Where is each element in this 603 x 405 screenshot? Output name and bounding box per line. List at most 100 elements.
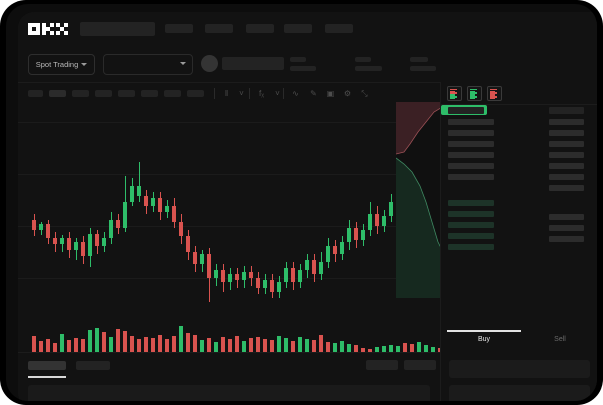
orderbook-view-bids-icon[interactable] [467, 86, 482, 101]
logo-block [46, 27, 50, 31]
orderbook-right-row-2[interactable] [549, 214, 584, 220]
candle-body [221, 270, 225, 282]
orderbook-view-both-icon[interactable] [447, 86, 462, 101]
pencil-icon[interactable]: ✎ [310, 89, 317, 98]
candle-body [200, 254, 204, 264]
orderbook-right-row[interactable] [549, 163, 584, 169]
volume-bar [424, 345, 428, 352]
orderbook-right-row-2[interactable] [549, 225, 584, 231]
volume-bar [333, 343, 337, 352]
stat-24h-change-value [355, 66, 382, 71]
orderbook-right-row[interactable] [549, 130, 584, 136]
candle-body [368, 214, 372, 230]
volume-bar [410, 344, 414, 352]
orderbook-ask-row[interactable] [448, 152, 494, 158]
price-chart[interactable] [18, 102, 440, 352]
orderbook-ask-row[interactable] [448, 174, 494, 180]
nav-item-3[interactable] [246, 24, 274, 33]
candle-body [39, 224, 43, 230]
orderbook-icon-bar [450, 92, 457, 94]
okx-logo[interactable] [28, 23, 70, 36]
order-field-2[interactable] [449, 385, 590, 401]
logo-block [42, 27, 46, 31]
orderbook-bid-row[interactable] [448, 233, 494, 239]
bottom-action-1[interactable] [366, 360, 398, 370]
orderbook-bid-row[interactable] [448, 222, 494, 228]
orderbook-right-row[interactable] [549, 185, 584, 191]
orderbook-bid-row[interactable] [448, 200, 494, 206]
camera-icon[interactable]: ▣ [326, 89, 335, 98]
tab-open-orders[interactable] [28, 361, 66, 370]
candle-body [214, 270, 218, 278]
interval-1m[interactable] [28, 90, 43, 97]
volume-bar [53, 343, 57, 352]
interval-1h[interactable] [95, 90, 112, 97]
orderbook-rows [441, 105, 597, 325]
orderbook-ask-row[interactable] [448, 130, 494, 136]
orderbook-right-row[interactable] [549, 119, 584, 125]
orderbook-icon-bar [490, 88, 497, 90]
nav-item-4[interactable] [284, 24, 312, 33]
orderbook-bid-row[interactable] [448, 211, 494, 217]
interval-4h[interactable] [118, 90, 135, 97]
volume-bar [389, 345, 393, 352]
tab-sell[interactable]: Sell [554, 336, 566, 343]
candle-body [256, 278, 260, 288]
wave-line-icon[interactable]: ∿ [292, 89, 299, 98]
orderbook-bid-row[interactable] [448, 244, 494, 250]
chevron-down-icon[interactable]: ˅ [239, 89, 244, 98]
interval-more[interactable] [187, 90, 204, 97]
volume-bar [277, 336, 281, 352]
nav-item-5[interactable] [325, 24, 353, 33]
logo-block [56, 23, 60, 27]
chevron-down-icon-2[interactable]: ˅ [275, 89, 280, 98]
order-field-1[interactable] [449, 360, 590, 378]
interval-1w[interactable] [164, 90, 181, 97]
orderbook-view-asks-icon[interactable] [487, 86, 502, 101]
orderbook-view-toggles [447, 86, 502, 101]
search-input[interactable] [80, 22, 155, 36]
volume-bar [270, 340, 274, 352]
orderbook-right-row[interactable] [549, 152, 584, 158]
tab-order-history[interactable] [76, 361, 110, 370]
volume-bar [228, 339, 232, 352]
order-panel: Buy Sell [440, 82, 597, 401]
fullscreen-icon[interactable]: ⤡ [361, 89, 368, 98]
candle-body [46, 224, 50, 238]
candle-body [165, 206, 169, 212]
orderbook-icon-bar [470, 96, 477, 98]
interval-15m[interactable] [72, 90, 89, 97]
orderbook-ask-row[interactable] [448, 141, 494, 147]
tab-buy[interactable]: Buy [477, 336, 491, 343]
pair-select[interactable] [103, 54, 193, 75]
orders-panel [18, 352, 440, 401]
candle-body [151, 198, 155, 206]
interval-5m[interactable] [49, 90, 66, 97]
nav-item-2[interactable] [205, 24, 233, 33]
candlestick-type-icon[interactable]: ‖ [224, 89, 229, 98]
candle-body [235, 274, 239, 280]
orderbook-icon-bar [490, 94, 495, 96]
orderbook-right-row[interactable] [549, 141, 584, 147]
indicators-icon[interactable]: fᵪ [259, 89, 264, 98]
orderbook-right-row-2[interactable] [549, 236, 584, 242]
nav-item-1[interactable] [165, 24, 193, 33]
interval-1d[interactable] [141, 90, 158, 97]
volume-bar [298, 337, 302, 352]
depth-chart-svg [396, 102, 444, 298]
chevron-down-icon [81, 63, 88, 66]
bottom-action-2[interactable] [404, 360, 436, 370]
logo-block [36, 27, 41, 31]
volume-bar [326, 342, 330, 352]
app-screen: Spot Trading ‖ ˅ fᵪ ˅ ∿ ✎ ▣ ⚙ ⤡ [18, 12, 597, 401]
volume-bar [193, 335, 197, 352]
candle-body [312, 260, 316, 274]
orderbook-right-row[interactable] [549, 174, 584, 180]
orderbook-ask-row[interactable] [448, 119, 494, 125]
pair-header-bar: Spot Trading [18, 45, 597, 82]
settings-icon[interactable]: ⚙ [343, 89, 352, 98]
spot-trading-dropdown[interactable]: Spot Trading [28, 54, 95, 75]
orderbook-ask-row[interactable] [448, 163, 494, 169]
candle-body [347, 228, 351, 242]
